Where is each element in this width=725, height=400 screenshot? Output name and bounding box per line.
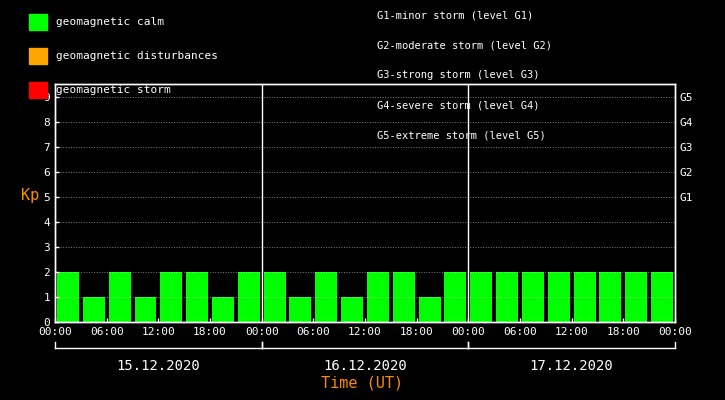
Bar <box>341 297 363 322</box>
Text: geomagnetic disturbances: geomagnetic disturbances <box>56 51 217 61</box>
Text: G3-strong storm (level G3): G3-strong storm (level G3) <box>377 70 539 80</box>
Bar <box>367 272 389 322</box>
Bar <box>238 272 260 322</box>
Bar <box>109 272 130 322</box>
Bar <box>264 272 286 322</box>
Text: G5-extreme storm (level G5): G5-extreme storm (level G5) <box>377 130 546 140</box>
Text: 17.12.2020: 17.12.2020 <box>530 359 613 373</box>
Bar <box>444 272 466 322</box>
Bar <box>393 272 415 322</box>
Text: G4-severe storm (level G4): G4-severe storm (level G4) <box>377 100 539 110</box>
Text: geomagnetic storm: geomagnetic storm <box>56 85 170 95</box>
Bar <box>212 297 234 322</box>
Bar <box>625 272 647 322</box>
Bar <box>160 272 182 322</box>
Bar <box>600 272 621 322</box>
Text: geomagnetic calm: geomagnetic calm <box>56 17 164 27</box>
Y-axis label: Kp: Kp <box>21 188 39 203</box>
Bar <box>651 272 673 322</box>
Bar <box>471 272 492 322</box>
Bar <box>83 297 105 322</box>
Bar <box>135 297 157 322</box>
Bar <box>573 272 595 322</box>
Text: G1-minor storm (level G1): G1-minor storm (level G1) <box>377 10 534 20</box>
Bar <box>289 297 312 322</box>
Text: 15.12.2020: 15.12.2020 <box>117 359 200 373</box>
Bar <box>496 272 518 322</box>
Bar <box>186 272 208 322</box>
Text: G2-moderate storm (level G2): G2-moderate storm (level G2) <box>377 40 552 50</box>
Text: Time (UT): Time (UT) <box>321 375 404 390</box>
Bar <box>548 272 570 322</box>
Bar <box>522 272 544 322</box>
Bar <box>57 272 79 322</box>
Text: 16.12.2020: 16.12.2020 <box>323 359 407 373</box>
Bar <box>418 297 441 322</box>
Bar <box>315 272 337 322</box>
